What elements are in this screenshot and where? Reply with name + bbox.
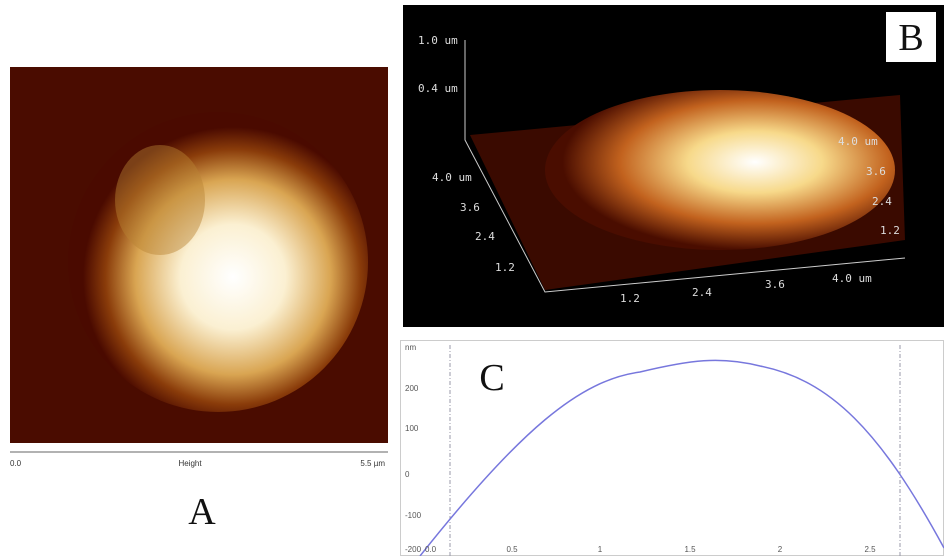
right-label: 1.2 bbox=[880, 224, 900, 237]
plot-frame bbox=[400, 340, 944, 556]
right-label: 4.0 um bbox=[838, 135, 878, 148]
left-label: 4.0 um bbox=[432, 171, 472, 184]
y-unit: nm bbox=[405, 343, 416, 352]
y-label: 100 bbox=[405, 424, 419, 433]
right-label: 2.4 bbox=[872, 195, 892, 208]
x-label: 0.0 bbox=[425, 545, 437, 554]
left-label: 1.2 bbox=[495, 261, 515, 274]
left-label: 3.6 bbox=[460, 201, 480, 214]
panel-b: B 1.0 um 0.4 um 4.0 um 3.6 2.4 1.2 1.2 2… bbox=[403, 5, 944, 327]
y-label: -100 bbox=[405, 511, 422, 520]
x-label: 2 bbox=[778, 545, 783, 554]
height-profile bbox=[419, 359, 944, 556]
x-label: 1 bbox=[598, 545, 603, 554]
panel-label: A bbox=[188, 491, 216, 533]
bottom-label: 1.2 bbox=[620, 292, 640, 305]
label-box bbox=[886, 12, 936, 62]
z-label: 1.0 um bbox=[418, 34, 458, 47]
scale-start: 0.0 bbox=[10, 459, 22, 468]
panel-c: C nm 200 100 0 -100 -200 0.0 0.5 1 1.5 2… bbox=[400, 340, 944, 556]
x-label: 1.5 bbox=[684, 545, 696, 554]
surface-dome bbox=[545, 90, 895, 250]
bottom-label: 4.0 um bbox=[832, 272, 872, 285]
y-label: 200 bbox=[405, 384, 419, 393]
bottom-label: 3.6 bbox=[765, 278, 785, 291]
panel-a: 0.0 Height 5.5 µm A bbox=[10, 67, 388, 533]
right-label: 3.6 bbox=[866, 165, 886, 178]
x-label: 2.5 bbox=[864, 545, 876, 554]
scale-end: 5.5 µm bbox=[360, 459, 385, 468]
bottom-label: 2.4 bbox=[692, 286, 712, 299]
panel-label: B bbox=[898, 17, 923, 59]
axes bbox=[464, 40, 906, 293]
z-label: 0.4 um bbox=[418, 82, 458, 95]
afm-blob bbox=[68, 112, 368, 412]
scale-title: Height bbox=[178, 459, 202, 468]
x-label: 0.5 bbox=[506, 545, 518, 554]
panel-label: C bbox=[479, 357, 504, 399]
y-label: -200 bbox=[405, 545, 422, 554]
y-label: 0 bbox=[405, 470, 410, 479]
afm-shadow bbox=[115, 145, 205, 255]
left-label: 2.4 bbox=[475, 230, 495, 243]
